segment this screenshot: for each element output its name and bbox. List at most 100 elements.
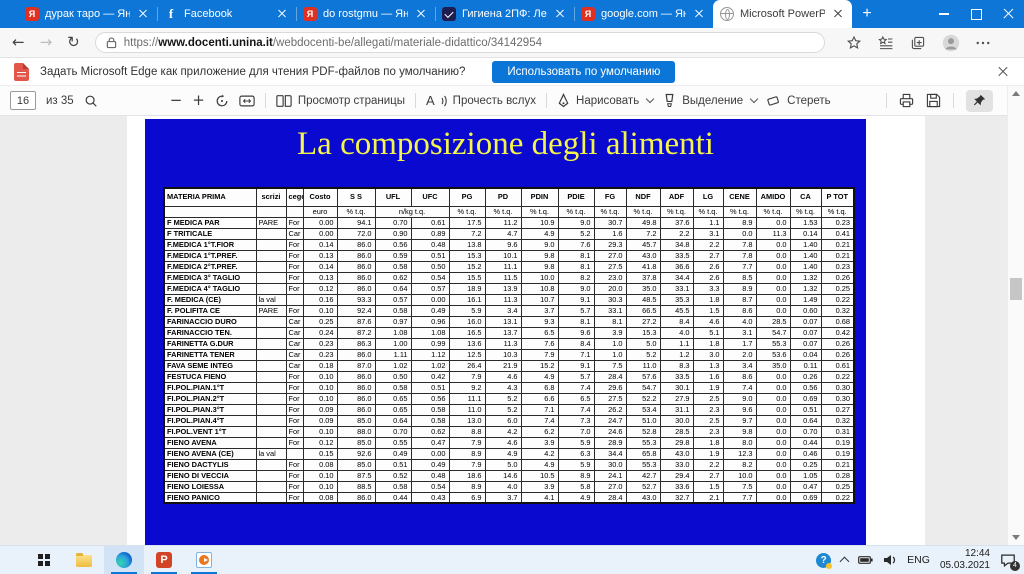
action-center-button[interactable]: 4 <box>1000 553 1020 571</box>
show-hidden-icons-chevron[interactable] <box>839 556 850 567</box>
close-window-button[interactable] <box>992 0 1024 28</box>
table-cell: 15.2 <box>448 260 486 273</box>
unit-cell: % t.q. <box>484 205 522 218</box>
language-indicator[interactable]: ENG <box>907 554 930 566</box>
table-cell: 33.5 <box>659 370 694 383</box>
table-cell: 9.8 <box>520 249 559 262</box>
unit-cell <box>163 205 257 218</box>
rotate-icon[interactable] <box>215 93 229 108</box>
table-cell: 10.0 <box>722 469 757 482</box>
table-cell: 34.8 <box>659 238 694 251</box>
start-button[interactable] <box>24 546 64 574</box>
table-row: F.MEDICA 4° TAGLIO For 0.12 86.0 0.64 0.57 18.… <box>163 282 855 295</box>
tab-close-icon[interactable] <box>275 7 289 21</box>
powerpoint-taskbar-button[interactable] <box>144 546 184 574</box>
print-icon[interactable] <box>899 93 914 108</box>
table-cell: 0.10 <box>302 392 338 405</box>
table-cell: PARE <box>255 304 287 317</box>
yandex-icon <box>303 7 317 21</box>
table-cell: 1.5 <box>692 480 724 493</box>
table-cell: F.MEDICA 1°T.PREF. <box>163 249 257 262</box>
tab-close-icon[interactable] <box>414 7 428 21</box>
table-cell: 5.9 <box>557 436 595 449</box>
table-cell: 0.00 <box>302 227 338 240</box>
table-cell: 4.7 <box>484 227 522 240</box>
table-cell: 1.02 <box>410 359 450 372</box>
address-bar[interactable]: https://www.docenti.unina.it/webdocenti-… <box>94 32 825 53</box>
table-cell: 11.3 <box>484 337 522 350</box>
table-cell: 0.99 <box>410 337 450 350</box>
scroll-up-arrow[interactable] <box>1008 86 1024 101</box>
use-as-default-button[interactable]: Использовать по умолчанию <box>492 60 676 83</box>
chevron-down-icon[interactable] <box>645 94 655 104</box>
search-icon[interactable] <box>84 94 98 108</box>
highlight-button[interactable]: Выделение <box>663 93 759 108</box>
read-aloud-button[interactable]: A Прочесть вслух <box>426 93 536 108</box>
table-cell: 86.0 <box>336 260 376 273</box>
table-cell: 3.9 <box>593 326 627 339</box>
collections-icon[interactable] <box>910 35 926 51</box>
separator <box>886 93 887 108</box>
table-cell: 0.0 <box>755 370 791 383</box>
new-tab-button[interactable]: + <box>862 5 872 22</box>
file-explorer-button[interactable] <box>64 546 104 574</box>
table-cell: 94.1 <box>336 216 376 229</box>
media-player-taskbar-button[interactable] <box>184 546 224 574</box>
table-cell: 30.0 <box>659 414 694 427</box>
table-cell: 86.3 <box>336 337 376 350</box>
notification-close-icon[interactable] <box>996 65 1010 79</box>
table-cell: 0.0 <box>755 414 791 427</box>
table-cell: 0.62 <box>410 425 450 438</box>
page-number-input[interactable]: 16 <box>10 91 36 110</box>
table-cell: 0.16 <box>302 293 338 306</box>
clock[interactable]: 12:44 05.03.2021 <box>940 548 990 573</box>
tab-1[interactable]: дурак таро — Яндекс <box>18 0 157 28</box>
minimize-button[interactable] <box>928 0 960 28</box>
tab-4[interactable]: Гигиена 2ПФ: Лекция <box>435 0 574 28</box>
page-view-label: Просмотр страницы <box>297 94 405 107</box>
scrollbar-thumb[interactable] <box>1010 278 1022 300</box>
tab-5[interactable]: google.com — Яндекс <box>574 0 713 28</box>
tab-close-icon[interactable] <box>136 7 150 21</box>
refresh-button[interactable]: ↻ <box>67 33 80 51</box>
zoom-out-button[interactable]: − <box>169 91 183 109</box>
tab-6[interactable]: Microsoft PowerPoint - <box>713 0 852 28</box>
tab-close-icon[interactable] <box>692 7 706 21</box>
favorites-bar-icon[interactable] <box>877 35 894 51</box>
scroll-down-arrow[interactable] <box>1008 530 1024 545</box>
table-cell: 5.1 <box>692 326 724 339</box>
table-cell: For <box>285 260 304 273</box>
erase-button[interactable]: Стереть <box>767 94 831 107</box>
tab-close-icon[interactable] <box>831 7 845 21</box>
battery-icon[interactable] <box>858 555 873 565</box>
tab-2[interactable]: Facebook <box>157 0 296 28</box>
maximize-button[interactable] <box>960 0 992 28</box>
tab-close-icon[interactable] <box>553 7 567 21</box>
table-cell: 0.14 <box>789 227 822 240</box>
add-favorite-icon[interactable] <box>846 35 862 51</box>
save-icon[interactable] <box>926 93 941 108</box>
chevron-down-icon[interactable] <box>749 94 759 104</box>
tab-3[interactable]: do rostgmu — Яндекс <box>296 0 435 28</box>
table-cell: 0.00 <box>410 447 450 460</box>
speaker-icon[interactable] <box>883 554 897 566</box>
edge-taskbar-button[interactable] <box>104 546 144 574</box>
table-cell: 86.0 <box>336 370 376 383</box>
table-cell: 2.3 <box>692 403 724 416</box>
fit-width-icon[interactable] <box>239 94 255 108</box>
notification-bubble-icon <box>1001 554 1015 567</box>
table-cell: 4.2 <box>484 425 522 438</box>
back-button[interactable]: ← <box>12 33 25 51</box>
page-view-button[interactable]: Просмотр страницы <box>276 94 405 108</box>
profile-avatar[interactable] <box>942 34 960 52</box>
pin-toolbar-button[interactable] <box>966 89 993 112</box>
table-cell: 86.0 <box>336 392 376 405</box>
table-cell: 53.6 <box>755 348 791 361</box>
table-cell: FARINACCIO DURO <box>163 315 257 328</box>
vertical-scrollbar[interactable] <box>1007 86 1024 545</box>
help-tray-icon[interactable] <box>816 552 833 569</box>
more-options-icon[interactable] <box>976 41 990 45</box>
zoom-in-button[interactable]: + <box>192 91 205 109</box>
table-cell: 0.58 <box>374 381 412 394</box>
draw-button[interactable]: Нарисовать <box>557 93 655 108</box>
